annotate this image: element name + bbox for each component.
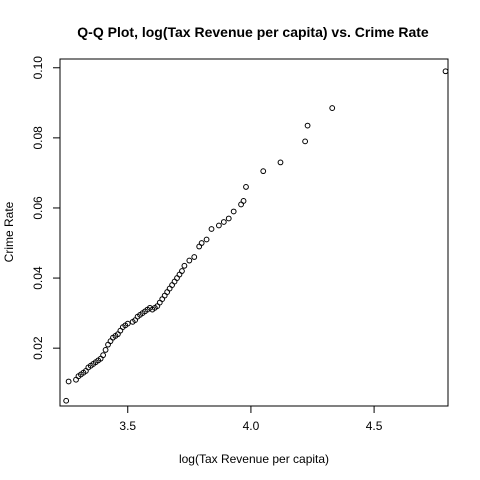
data-point (203, 236, 210, 243)
data-point (240, 198, 247, 204)
data-point (260, 168, 267, 175)
y-tick-label: 0.06 (31, 196, 45, 220)
data-point (304, 122, 311, 129)
chart-title: Q-Q Plot, log(Tax Revenue per capita) vs… (77, 24, 429, 40)
data-point (65, 378, 72, 385)
y-tick-label: 0.02 (31, 336, 45, 360)
y-tick-label: 0.04 (31, 266, 45, 290)
data-point (179, 268, 185, 274)
x-tick-label: 4.5 (366, 419, 383, 433)
data-point (442, 68, 449, 75)
y-tick-label: 0.10 (31, 56, 45, 80)
data-point (243, 184, 249, 190)
data-point (208, 226, 215, 232)
y-tick-label: 0.08 (31, 126, 45, 150)
y-axis-label: Crime Rate (2, 201, 16, 262)
x-tick-label: 4.0 (243, 419, 260, 433)
data-point (225, 215, 232, 222)
x-axis: 3.5 4.0 4.5 (119, 406, 383, 433)
data-point (215, 222, 222, 229)
data-point (63, 397, 70, 404)
data-point (181, 262, 188, 269)
data-point (277, 159, 284, 166)
data-point (186, 257, 193, 264)
data-point (198, 240, 205, 246)
data-point (329, 105, 336, 111)
data-points (63, 68, 449, 404)
data-point (191, 254, 198, 260)
data-point (230, 208, 237, 215)
data-point (100, 352, 107, 359)
plot-frame (59, 58, 449, 407)
data-point (302, 138, 309, 145)
x-tick-label: 3.5 (119, 419, 136, 433)
y-axis: 0.02 0.04 0.06 0.08 0.10 (31, 56, 60, 360)
data-point (102, 347, 109, 353)
data-point (124, 320, 131, 327)
data-point (220, 219, 227, 225)
x-axis-label: log(Tax Revenue per capita) (179, 452, 329, 466)
